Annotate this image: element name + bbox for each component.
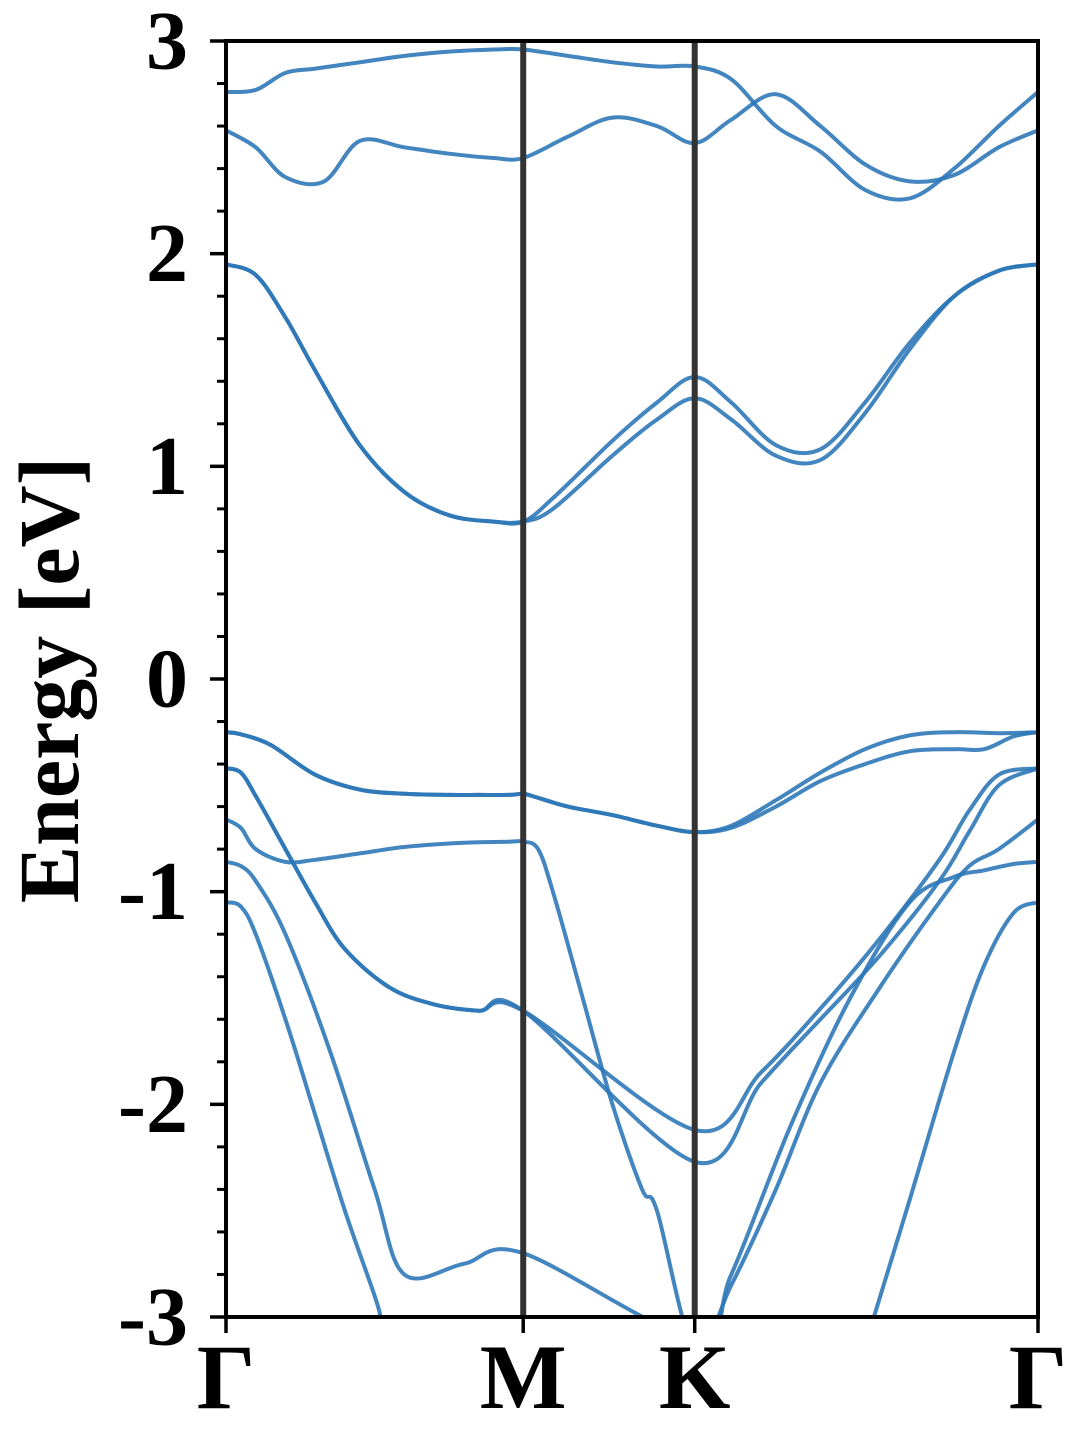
y-axis-ticks: 3 2 1 0 -1 -2 -3 xyxy=(118,0,226,1364)
band-line xyxy=(226,262,1038,525)
y-tick-label: 2 xyxy=(146,207,188,300)
y-tick-label: 1 xyxy=(146,420,188,513)
x-tick-label: Γ xyxy=(197,1326,256,1428)
y-axis-title: Energy [eV] xyxy=(1,457,97,904)
y-tick-label: -1 xyxy=(118,845,188,938)
band-lines xyxy=(226,46,1038,1317)
band-line xyxy=(871,900,1038,1317)
band-line xyxy=(226,859,1038,1317)
band-line xyxy=(226,730,1038,835)
band-line xyxy=(226,730,1038,835)
band-line xyxy=(226,900,383,1317)
high-symmetry-lines xyxy=(520,41,698,1317)
x-tick-label: M xyxy=(480,1326,567,1428)
plot-frame xyxy=(224,39,1040,1319)
band-line xyxy=(226,46,1038,202)
y-tick-label: -3 xyxy=(118,1271,188,1364)
band-line xyxy=(226,766,1038,1166)
y-tick-label: -2 xyxy=(118,1058,188,1151)
y-tick-label: 0 xyxy=(146,633,188,726)
band-line xyxy=(226,92,1038,187)
x-tick-label: Γ xyxy=(1009,1326,1068,1428)
x-tick-label: K xyxy=(659,1326,731,1428)
band-line xyxy=(226,262,1038,526)
y-tick-label: 3 xyxy=(146,0,188,88)
band-line xyxy=(226,817,1038,1317)
